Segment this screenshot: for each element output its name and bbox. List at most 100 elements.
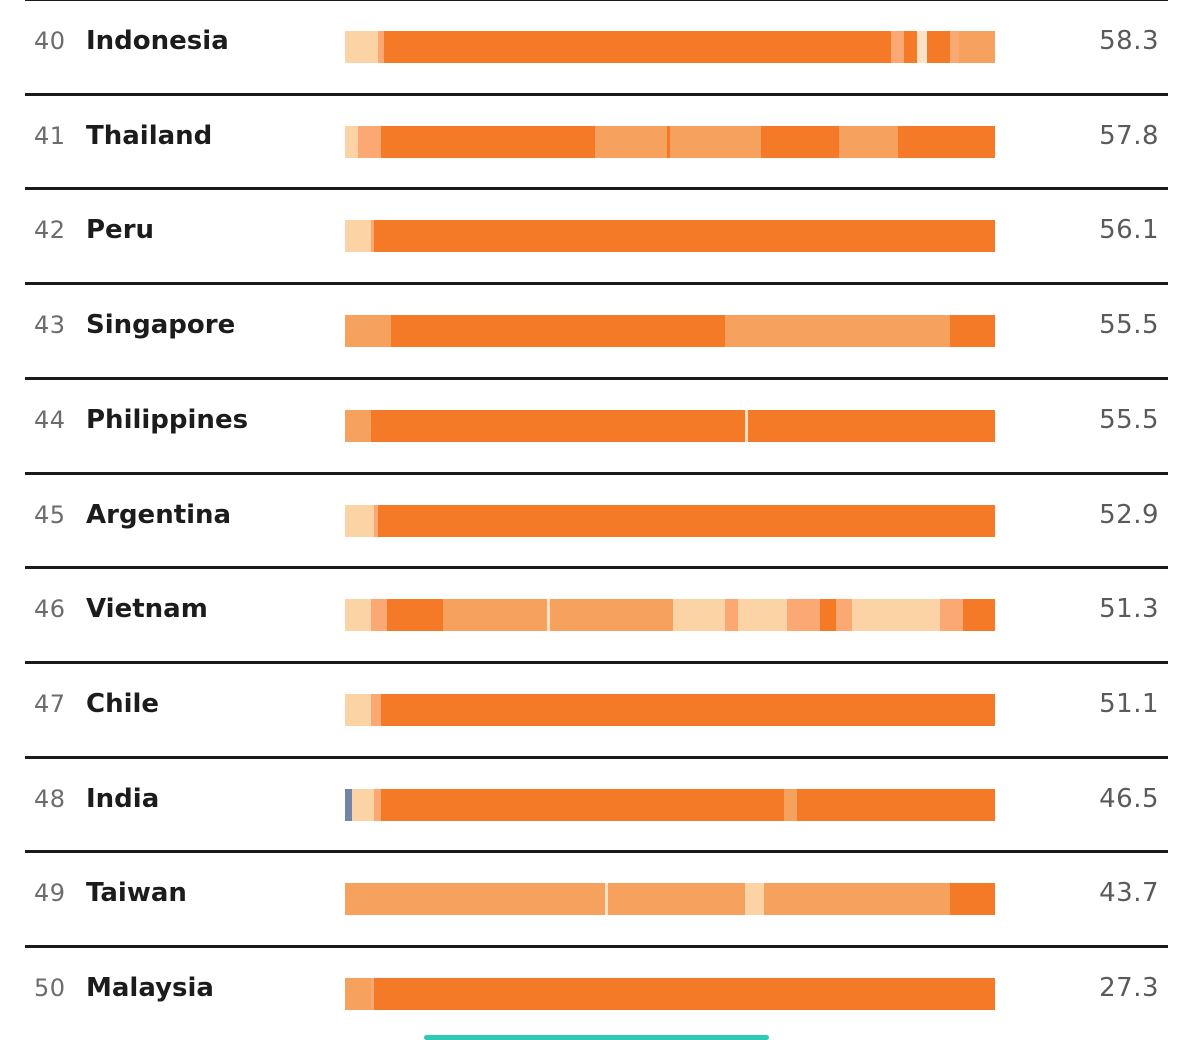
rank-label: 46	[34, 595, 66, 624]
bar-segment	[819, 599, 837, 632]
country-label: Philippines	[86, 404, 249, 435]
bar-segment	[670, 125, 762, 158]
rank-label: 41	[34, 121, 66, 150]
stacked-bar	[345, 599, 995, 632]
rank-label: 50	[34, 974, 66, 1002]
bar-segment	[764, 883, 950, 916]
score-value: 43.7	[1099, 878, 1159, 909]
stacked-bar	[345, 315, 995, 348]
stacked-bar	[345, 978, 995, 1010]
bar-segment	[345, 409, 372, 442]
rank-label: 43	[34, 311, 66, 340]
bar-segment	[358, 125, 382, 158]
country-label: Vietnam	[86, 594, 208, 625]
bar-segment	[839, 125, 898, 158]
score-value: 56.1	[1099, 215, 1159, 246]
bar-segment	[546, 599, 551, 632]
stacked-bar	[345, 883, 995, 916]
bar-segment	[549, 599, 674, 632]
score-value: 58.3	[1099, 26, 1159, 56]
bar-segment	[949, 31, 960, 63]
country-label: Indonesia	[86, 26, 229, 56]
bar-segment	[345, 315, 391, 348]
bar-segment	[345, 788, 352, 821]
bar-segment	[949, 883, 995, 916]
bar-segment	[783, 788, 798, 821]
table-row: 43 Singapore 55.5	[25, 282, 1168, 376]
score-value: 55.5	[1099, 310, 1159, 341]
score-value: 55.5	[1099, 404, 1159, 435]
bar-segment	[787, 599, 820, 632]
country-label: Chile	[86, 688, 160, 719]
stacked-bar	[345, 504, 995, 537]
bar-segment	[897, 125, 995, 158]
country-label: Peru	[86, 215, 155, 246]
bar-segment	[835, 599, 853, 632]
bar-segment	[725, 599, 739, 632]
score-value: 51.1	[1099, 688, 1159, 719]
horizontal-scrollbar-thumb[interactable]	[424, 1035, 769, 1040]
bar-segment	[962, 599, 995, 632]
rank-label: 45	[34, 500, 66, 529]
bar-segment	[345, 125, 359, 158]
rank-label: 44	[34, 405, 66, 434]
bar-segment	[371, 693, 382, 726]
bar-segment	[748, 409, 995, 442]
bar-segment	[725, 315, 950, 348]
bar-segment	[345, 978, 372, 1010]
rank-label: 49	[34, 879, 66, 908]
bar-segment	[371, 978, 375, 1010]
country-label: Malaysia	[86, 973, 214, 1003]
bar-segment	[345, 693, 372, 726]
country-label: Argentina	[86, 499, 232, 530]
stacked-bar	[345, 788, 995, 821]
rank-label: 42	[34, 216, 66, 245]
bar-segment	[380, 693, 995, 726]
country-label: Singapore	[86, 310, 236, 341]
bar-segment	[380, 788, 785, 821]
country-label: Taiwan	[86, 878, 187, 909]
bar-segment	[371, 599, 388, 632]
bar-segment	[904, 31, 918, 63]
bar-segment	[351, 788, 375, 821]
bar-segment	[673, 599, 726, 632]
table-row: 40 Indonesia 58.3	[25, 0, 1168, 92]
bar-segment	[374, 220, 995, 253]
table-row: 49 Taiwan 43.7	[25, 850, 1168, 944]
stacked-bar	[345, 125, 995, 158]
bar-segment	[384, 31, 892, 63]
bar-segment	[917, 31, 928, 63]
score-value: 46.5	[1099, 783, 1159, 814]
bar-segment	[374, 978, 995, 1010]
bar-segment	[595, 125, 668, 158]
bar-segment	[949, 315, 995, 348]
table-row: 50 Malaysia 27.3	[25, 945, 1168, 1039]
bar-segment	[345, 504, 375, 537]
bar-segment	[374, 788, 382, 821]
country-label: India	[86, 783, 160, 814]
bar-segment	[345, 599, 372, 632]
bar-segment	[442, 599, 547, 632]
bar-segment	[374, 504, 378, 537]
bar-segment	[608, 883, 746, 916]
bar-segment	[926, 31, 950, 63]
table-row: 41 Thailand 57.8	[25, 92, 1168, 187]
bar-segment	[891, 31, 905, 63]
bar-segment	[852, 599, 941, 632]
table-row: 42 Peru 56.1	[25, 187, 1168, 281]
score-value: 57.8	[1099, 120, 1159, 151]
bar-segment	[387, 599, 443, 632]
score-value: 51.3	[1099, 594, 1159, 625]
stacked-bar	[345, 693, 995, 726]
bar-segment	[345, 31, 378, 63]
country-label: Thailand	[86, 120, 213, 151]
score-value: 27.3	[1099, 973, 1159, 1003]
bar-segment	[371, 220, 375, 253]
rank-label: 48	[34, 784, 66, 813]
table-row: 45 Argentina 52.9	[25, 471, 1168, 566]
bar-segment	[345, 883, 606, 916]
rank-label: 40	[34, 27, 66, 55]
stacked-bar	[345, 409, 995, 442]
bar-segment	[605, 883, 609, 916]
